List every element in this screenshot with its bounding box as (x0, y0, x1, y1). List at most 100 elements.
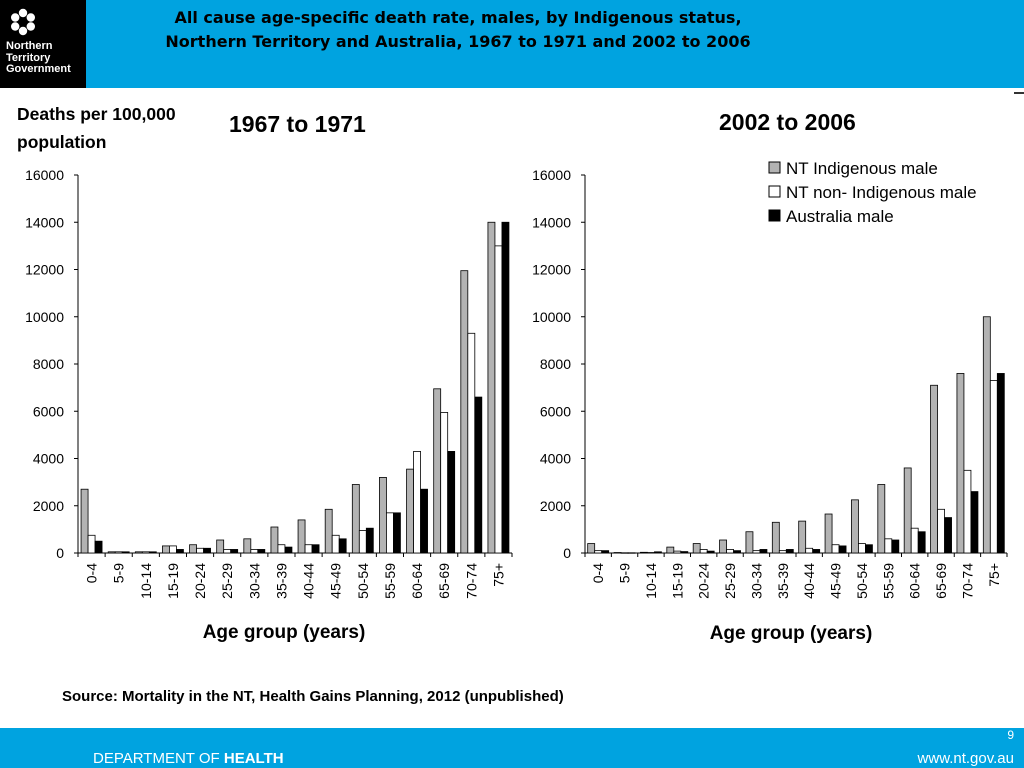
x-tick-label: 35-39 (775, 563, 791, 599)
legend-label: NT non- Indigenous male (786, 183, 977, 202)
bar-nt-indigenous-male-25-29 (719, 539, 727, 554)
y-tick-label: 0 (563, 545, 571, 561)
y-tick-label: 16000 (532, 167, 571, 183)
x-tick-label: 25-29 (722, 563, 738, 599)
x-tick-label: 40-44 (301, 563, 317, 599)
y-tick-label: 12000 (532, 262, 571, 278)
bar-australia-male-55-59 (393, 512, 401, 554)
y-tick-label: 4000 (540, 451, 571, 467)
legend-label: NT Indigenous male (786, 159, 938, 178)
corner-dash-mark (1014, 92, 1024, 94)
bar-nt-non-indigenous-male-20-24 (699, 549, 708, 554)
y-tick-label: 4000 (33, 451, 64, 467)
bar-nt-non-indigenous-male-10-14 (141, 551, 150, 554)
x-tick-label: 20-24 (696, 563, 712, 599)
y-tick-label: 6000 (540, 403, 571, 419)
bar-nt-indigenous-male-30-34 (745, 531, 754, 554)
bar-nt-indigenous-male-45-49 (324, 508, 333, 554)
bar-nt-indigenous-male-65-69 (433, 388, 442, 554)
y-tick-label: 8000 (33, 356, 64, 372)
logo-text-line: Territory (6, 51, 51, 64)
bar-australia-male-0-4 (601, 550, 610, 554)
x-tick-label: 65-69 (436, 563, 452, 599)
bar-nt-non-indigenous-male-15-19 (673, 550, 682, 554)
bar-nt-indigenous-male-70-74 (956, 373, 965, 554)
nt-flower-icon (11, 8, 35, 36)
bar-nt-indigenous-male-55-59 (379, 476, 387, 554)
bar-nt-indigenous-male-0-4 (80, 488, 89, 554)
bar-nt-non-indigenous-male-65-69 (937, 508, 945, 554)
page-number: 9 (1007, 728, 1014, 742)
bar-australia-male-70-74 (970, 491, 979, 554)
bar-nt-indigenous-male-15-19 (666, 546, 675, 554)
legend-label: Australia male (786, 207, 894, 226)
bar-nt-non-indigenous-male-0-4 (87, 534, 96, 554)
bar-nt-non-indigenous-male-30-34 (250, 549, 259, 554)
bar-nt-non-indigenous-male-50-54 (358, 530, 367, 554)
bar-nt-indigenous-male-75+ (487, 221, 496, 554)
header-bar: Northern Territory Government All cause … (0, 0, 1024, 88)
bar-nt-indigenous-male-45-49 (824, 513, 833, 554)
x-tick-label: 50-54 (854, 563, 870, 599)
bar-australia-male-35-39 (284, 546, 293, 554)
bar-australia-male-30-34 (759, 549, 768, 554)
bar-charts: 0 2000 4000 6000 8000 10000 12000 14000 16000 0-4… (25, 159, 1008, 644)
bar-nt-non-indigenous-male-10-14 (647, 552, 655, 554)
bar-nt-indigenous-male-20-24 (692, 543, 701, 554)
bar-australia-male-10-14 (148, 551, 157, 554)
bar-nt-non-indigenous-male-75+ (989, 380, 998, 554)
y-tick-label: 14000 (25, 214, 64, 230)
y-tick-label: 0 (56, 545, 64, 561)
bar-nt-non-indigenous-male-0-4 (594, 550, 603, 554)
legend-swatch (768, 209, 781, 222)
bar-nt-non-indigenous-male-50-54 (858, 543, 866, 554)
website-link[interactable]: www.nt.gov.au (917, 750, 1014, 767)
x-tick-label: 55-59 (880, 563, 896, 599)
x-tick-label: 60-64 (907, 563, 923, 599)
bar-australia-male-30-34 (257, 549, 266, 554)
x-tick-label: 0-4 (84, 563, 100, 583)
bar-australia-male-0-4 (94, 540, 103, 554)
x-tick-label: 50-54 (355, 563, 371, 599)
x-tick-label: 40-44 (801, 563, 817, 599)
bar-nt-indigenous-male-35-39 (771, 521, 780, 554)
logo-text-line: Government (6, 63, 71, 75)
x-tick-label: 15-19 (669, 563, 685, 599)
bar-nt-indigenous-male-10-14 (134, 551, 143, 554)
bar-australia-male-15-19 (176, 549, 184, 554)
x-tick-label: 30-34 (748, 563, 764, 599)
x-tick-label: 35-39 (273, 563, 289, 599)
bar-nt-non-indigenous-male-35-39 (778, 550, 787, 554)
bar-australia-male-60-64 (420, 488, 428, 554)
logo-text-line: Northern (6, 40, 53, 52)
x-tick-label: 10-14 (643, 563, 659, 599)
slide-title: All cause age-specific death rate, males… (100, 6, 816, 54)
department-prefix: DEPARTMENT OF (93, 750, 224, 767)
bar-nt-non-indigenous-male-40-44 (304, 544, 313, 554)
bar-nt-non-indigenous-male-60-64 (413, 451, 421, 554)
bar-nt-indigenous-male-75+ (982, 316, 991, 554)
bar-nt-non-indigenous-male-65-69 (440, 412, 449, 554)
x-tick-label: 70-74 (959, 563, 975, 599)
bar-nt-indigenous-male-55-59 (877, 484, 886, 554)
bar-australia-male-65-69 (944, 517, 952, 554)
bar-australia-male-50-54 (365, 527, 374, 554)
x-tick-label: 55-59 (382, 563, 398, 599)
bar-nt-indigenous-male-0-4 (587, 543, 596, 554)
x-tick-label: 5-9 (617, 563, 633, 583)
x-tick-label: 45-49 (828, 563, 844, 599)
bar-nt-non-indigenous-male-75+ (494, 245, 503, 554)
bar-nt-indigenous-male-15-19 (162, 545, 170, 554)
bar-nt-non-indigenous-male-25-29 (726, 549, 734, 554)
y-axis-label: Deaths per 100,000 population (17, 104, 176, 152)
y-tick-label: 8000 (540, 356, 571, 372)
x-tick-label: 5-9 (111, 563, 127, 583)
bar-nt-non-indigenous-male-55-59 (884, 538, 893, 554)
x-tick-label: 20-24 (192, 563, 208, 599)
bar-nt-non-indigenous-male-45-49 (331, 534, 340, 554)
x-tick-label: 15-19 (165, 563, 181, 599)
bar-nt-indigenous-male-50-54 (851, 499, 859, 554)
bar-nt-indigenous-male-50-54 (351, 484, 360, 554)
bar-australia-male-60-64 (917, 531, 926, 554)
bar-nt-indigenous-male-40-44 (297, 519, 306, 554)
